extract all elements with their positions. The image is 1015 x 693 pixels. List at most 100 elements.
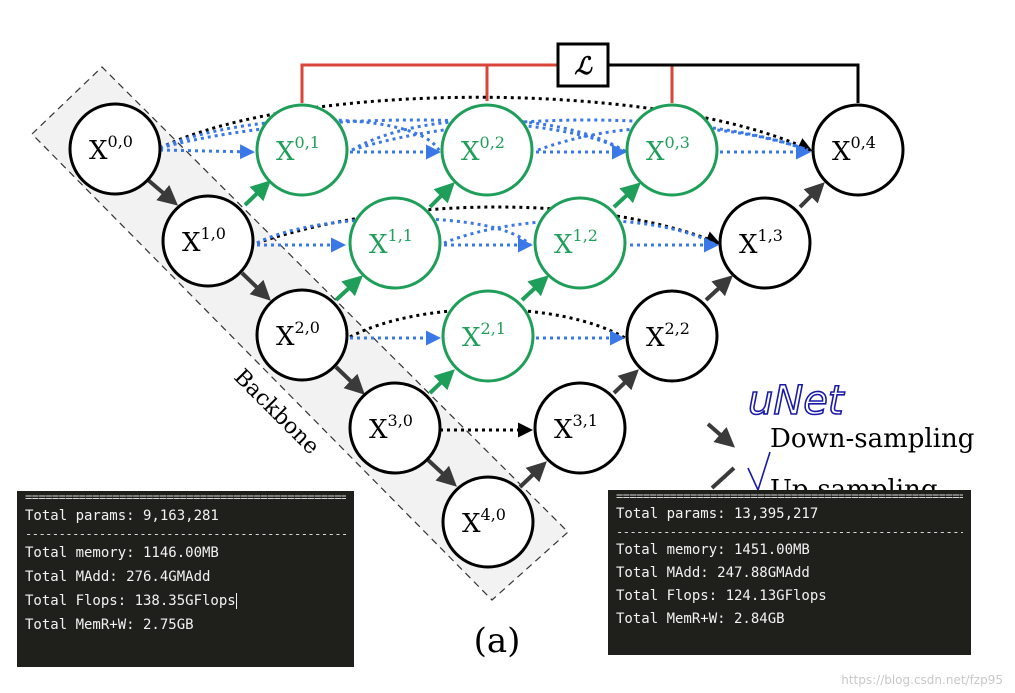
node-circle <box>533 196 627 290</box>
node-x1-2: X1,2 <box>533 196 627 290</box>
node-base: X <box>369 230 388 260</box>
node-superscript: 3,1 <box>573 411 598 430</box>
node-base: X <box>646 323 665 353</box>
node-label: X2,0 <box>276 318 320 352</box>
node-circle <box>441 289 535 383</box>
node-circle <box>533 381 627 475</box>
node-x3-0: X3,0 <box>348 381 442 475</box>
node-superscript: 0,3 <box>665 133 690 152</box>
handwritten-check <box>747 451 771 493</box>
node-x3-1: X3,1 <box>533 381 627 475</box>
node-x0-0: X0,0 <box>68 102 162 196</box>
node-x2-2: X2,2 <box>625 289 719 383</box>
node-label: X1,2 <box>554 226 598 260</box>
node-superscript: 2,1 <box>481 319 506 338</box>
total-memory: Total memory: 1146.00MB <box>25 545 219 561</box>
node-x0-1: X0,1 <box>255 103 349 197</box>
node-label: X0,1 <box>276 133 320 167</box>
node-circle <box>441 475 535 569</box>
total-flops-row: Total Flops: 138.35GFlops <box>25 589 346 613</box>
node-base: X <box>646 137 665 167</box>
node-base: X <box>462 509 481 539</box>
node-superscript: 0,1 <box>295 133 320 152</box>
node-superscript: 0,4 <box>851 133 876 152</box>
node-circle <box>625 289 719 383</box>
figure-caption: (a) <box>474 621 521 661</box>
node-circle <box>255 103 349 197</box>
node-superscript: 1,3 <box>758 226 783 245</box>
node-superscript: 2,0 <box>295 318 320 337</box>
node-label: X1,1 <box>369 226 413 260</box>
node-circle <box>718 196 812 290</box>
dash-separator: ----------------------------------------… <box>616 526 963 539</box>
nodes-layer: X0,0X1,0X2,0X3,0X4,0X0,1X1,1X2,1X0,2X1,2… <box>68 102 905 569</box>
node-superscript: 0,0 <box>108 132 133 151</box>
node-base: X <box>554 230 573 260</box>
legend-up-arrow <box>710 466 736 490</box>
node-label: X0,0 <box>89 132 133 166</box>
node-circle <box>348 196 442 290</box>
total-flops: Total Flops: 138.35GFlops <box>25 593 236 609</box>
node-label: X0,3 <box>646 133 690 167</box>
node-superscript: 4,0 <box>481 505 506 524</box>
watermark: https://blog.csdn.net/fzp95 <box>841 673 1003 687</box>
node-circle <box>440 103 534 197</box>
node-base: X <box>462 323 481 353</box>
total-params: Total params: 9,163,281 <box>25 508 219 524</box>
node-x2-0: X2,0 <box>255 288 349 382</box>
total-memrw: Total MemR+W: 2.75GB <box>25 617 194 633</box>
node-superscript: 0,2 <box>480 133 505 152</box>
node-base: X <box>832 137 851 167</box>
node-superscript: 1,2 <box>573 226 598 245</box>
node-x2-1: X2,1 <box>441 289 535 383</box>
upsampling-arrows <box>518 182 825 489</box>
node-circle <box>625 103 719 197</box>
loss-box <box>556 42 610 88</box>
node-superscript: 1,1 <box>388 226 413 245</box>
legend-down-arrow <box>706 422 736 448</box>
node-label: X0,4 <box>832 133 876 167</box>
total-madd: Total MAdd: 247.88GMAdd <box>616 565 810 581</box>
node-label: X0,2 <box>461 133 505 167</box>
node-base: X <box>276 322 295 352</box>
node-circle <box>348 381 442 475</box>
total-madd: Total MAdd: 276.4GMAdd <box>25 569 211 585</box>
node-base: X <box>554 415 573 445</box>
node-x1-0: X1,0 <box>161 194 255 288</box>
node-x1-3: X1,3 <box>718 196 812 290</box>
node-x0-4: X0,4 <box>811 103 905 197</box>
terminal-right: ========================================… <box>608 490 971 655</box>
node-base: X <box>461 137 480 167</box>
node-superscript: 1,0 <box>201 224 226 243</box>
loss-connections <box>300 42 860 103</box>
node-label: X4,0 <box>462 505 506 539</box>
node-superscript: 3,0 <box>388 411 413 430</box>
node-circle <box>68 102 162 196</box>
node-base: X <box>739 230 758 260</box>
node-label: X2,1 <box>462 319 506 353</box>
node-label: X1,0 <box>182 224 226 258</box>
node-circle <box>161 194 255 288</box>
node-label: X2,2 <box>646 319 690 353</box>
total-memory: Total memory: 1451.00MB <box>616 542 810 558</box>
node-circle <box>255 288 349 382</box>
node-circle <box>811 103 905 197</box>
total-memrw: Total MemR+W: 2.84GB <box>616 611 785 627</box>
downsampling-arrows <box>146 178 457 487</box>
node-base: X <box>276 137 295 167</box>
node-x1-1: X1,1 <box>348 196 442 290</box>
node-base: X <box>369 415 388 445</box>
node-base: X <box>89 136 108 166</box>
node-x4-0: X4,0 <box>441 475 535 569</box>
total-flops: Total Flops: 124.13GFlops <box>616 588 827 604</box>
node-base: X <box>182 228 201 258</box>
separator: ========================================… <box>25 491 346 504</box>
node-superscript: 2,2 <box>665 319 690 338</box>
node-label: X1,3 <box>739 226 783 260</box>
separator: ========================================… <box>616 490 963 503</box>
legend-down-label: Down-sampling <box>770 424 974 454</box>
terminal-left: ========================================… <box>17 491 354 667</box>
legend: Down-sampling Up-sampling uNet <box>706 377 974 505</box>
node-label: X3,0 <box>369 411 413 445</box>
